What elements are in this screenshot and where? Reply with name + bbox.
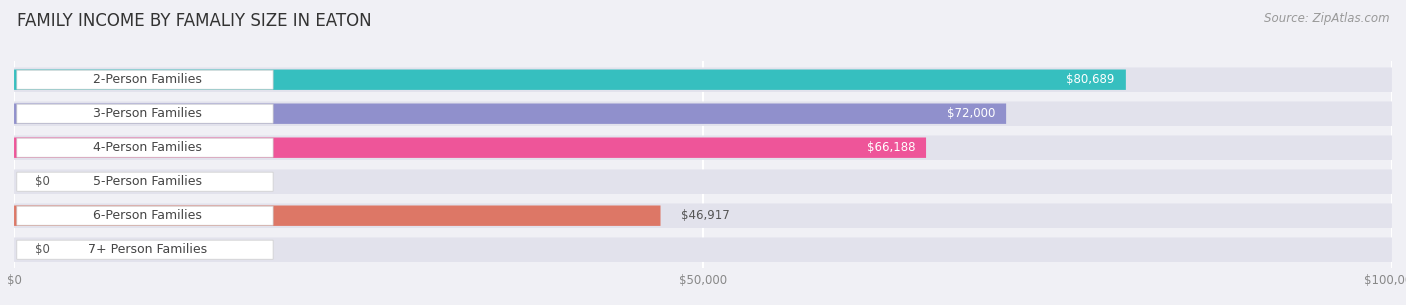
Text: 7+ Person Families: 7+ Person Families: [89, 243, 207, 256]
Text: $66,188: $66,188: [866, 141, 915, 154]
Text: 6-Person Families: 6-Person Families: [93, 209, 202, 222]
Text: $80,689: $80,689: [1067, 73, 1115, 86]
FancyBboxPatch shape: [14, 138, 927, 158]
FancyBboxPatch shape: [17, 206, 273, 225]
FancyBboxPatch shape: [17, 172, 273, 191]
FancyBboxPatch shape: [17, 138, 273, 157]
FancyBboxPatch shape: [17, 104, 273, 123]
Text: 3-Person Families: 3-Person Families: [93, 107, 202, 120]
FancyBboxPatch shape: [17, 70, 273, 89]
FancyBboxPatch shape: [14, 206, 661, 226]
Text: 4-Person Families: 4-Person Families: [93, 141, 202, 154]
FancyBboxPatch shape: [14, 67, 1392, 92]
Text: Source: ZipAtlas.com: Source: ZipAtlas.com: [1264, 12, 1389, 25]
Text: 5-Person Families: 5-Person Families: [93, 175, 202, 188]
Text: $72,000: $72,000: [946, 107, 995, 120]
Text: $46,917: $46,917: [681, 209, 730, 222]
Text: 2-Person Families: 2-Person Families: [93, 73, 202, 86]
FancyBboxPatch shape: [14, 103, 1007, 124]
FancyBboxPatch shape: [14, 170, 1392, 194]
FancyBboxPatch shape: [14, 70, 1126, 90]
FancyBboxPatch shape: [17, 240, 273, 259]
FancyBboxPatch shape: [14, 135, 1392, 160]
FancyBboxPatch shape: [14, 203, 1392, 228]
Text: $0: $0: [35, 175, 49, 188]
FancyBboxPatch shape: [14, 102, 1392, 126]
FancyBboxPatch shape: [14, 238, 1392, 262]
Text: FAMILY INCOME BY FAMALIY SIZE IN EATON: FAMILY INCOME BY FAMALIY SIZE IN EATON: [17, 12, 371, 30]
Text: $0: $0: [35, 243, 49, 256]
